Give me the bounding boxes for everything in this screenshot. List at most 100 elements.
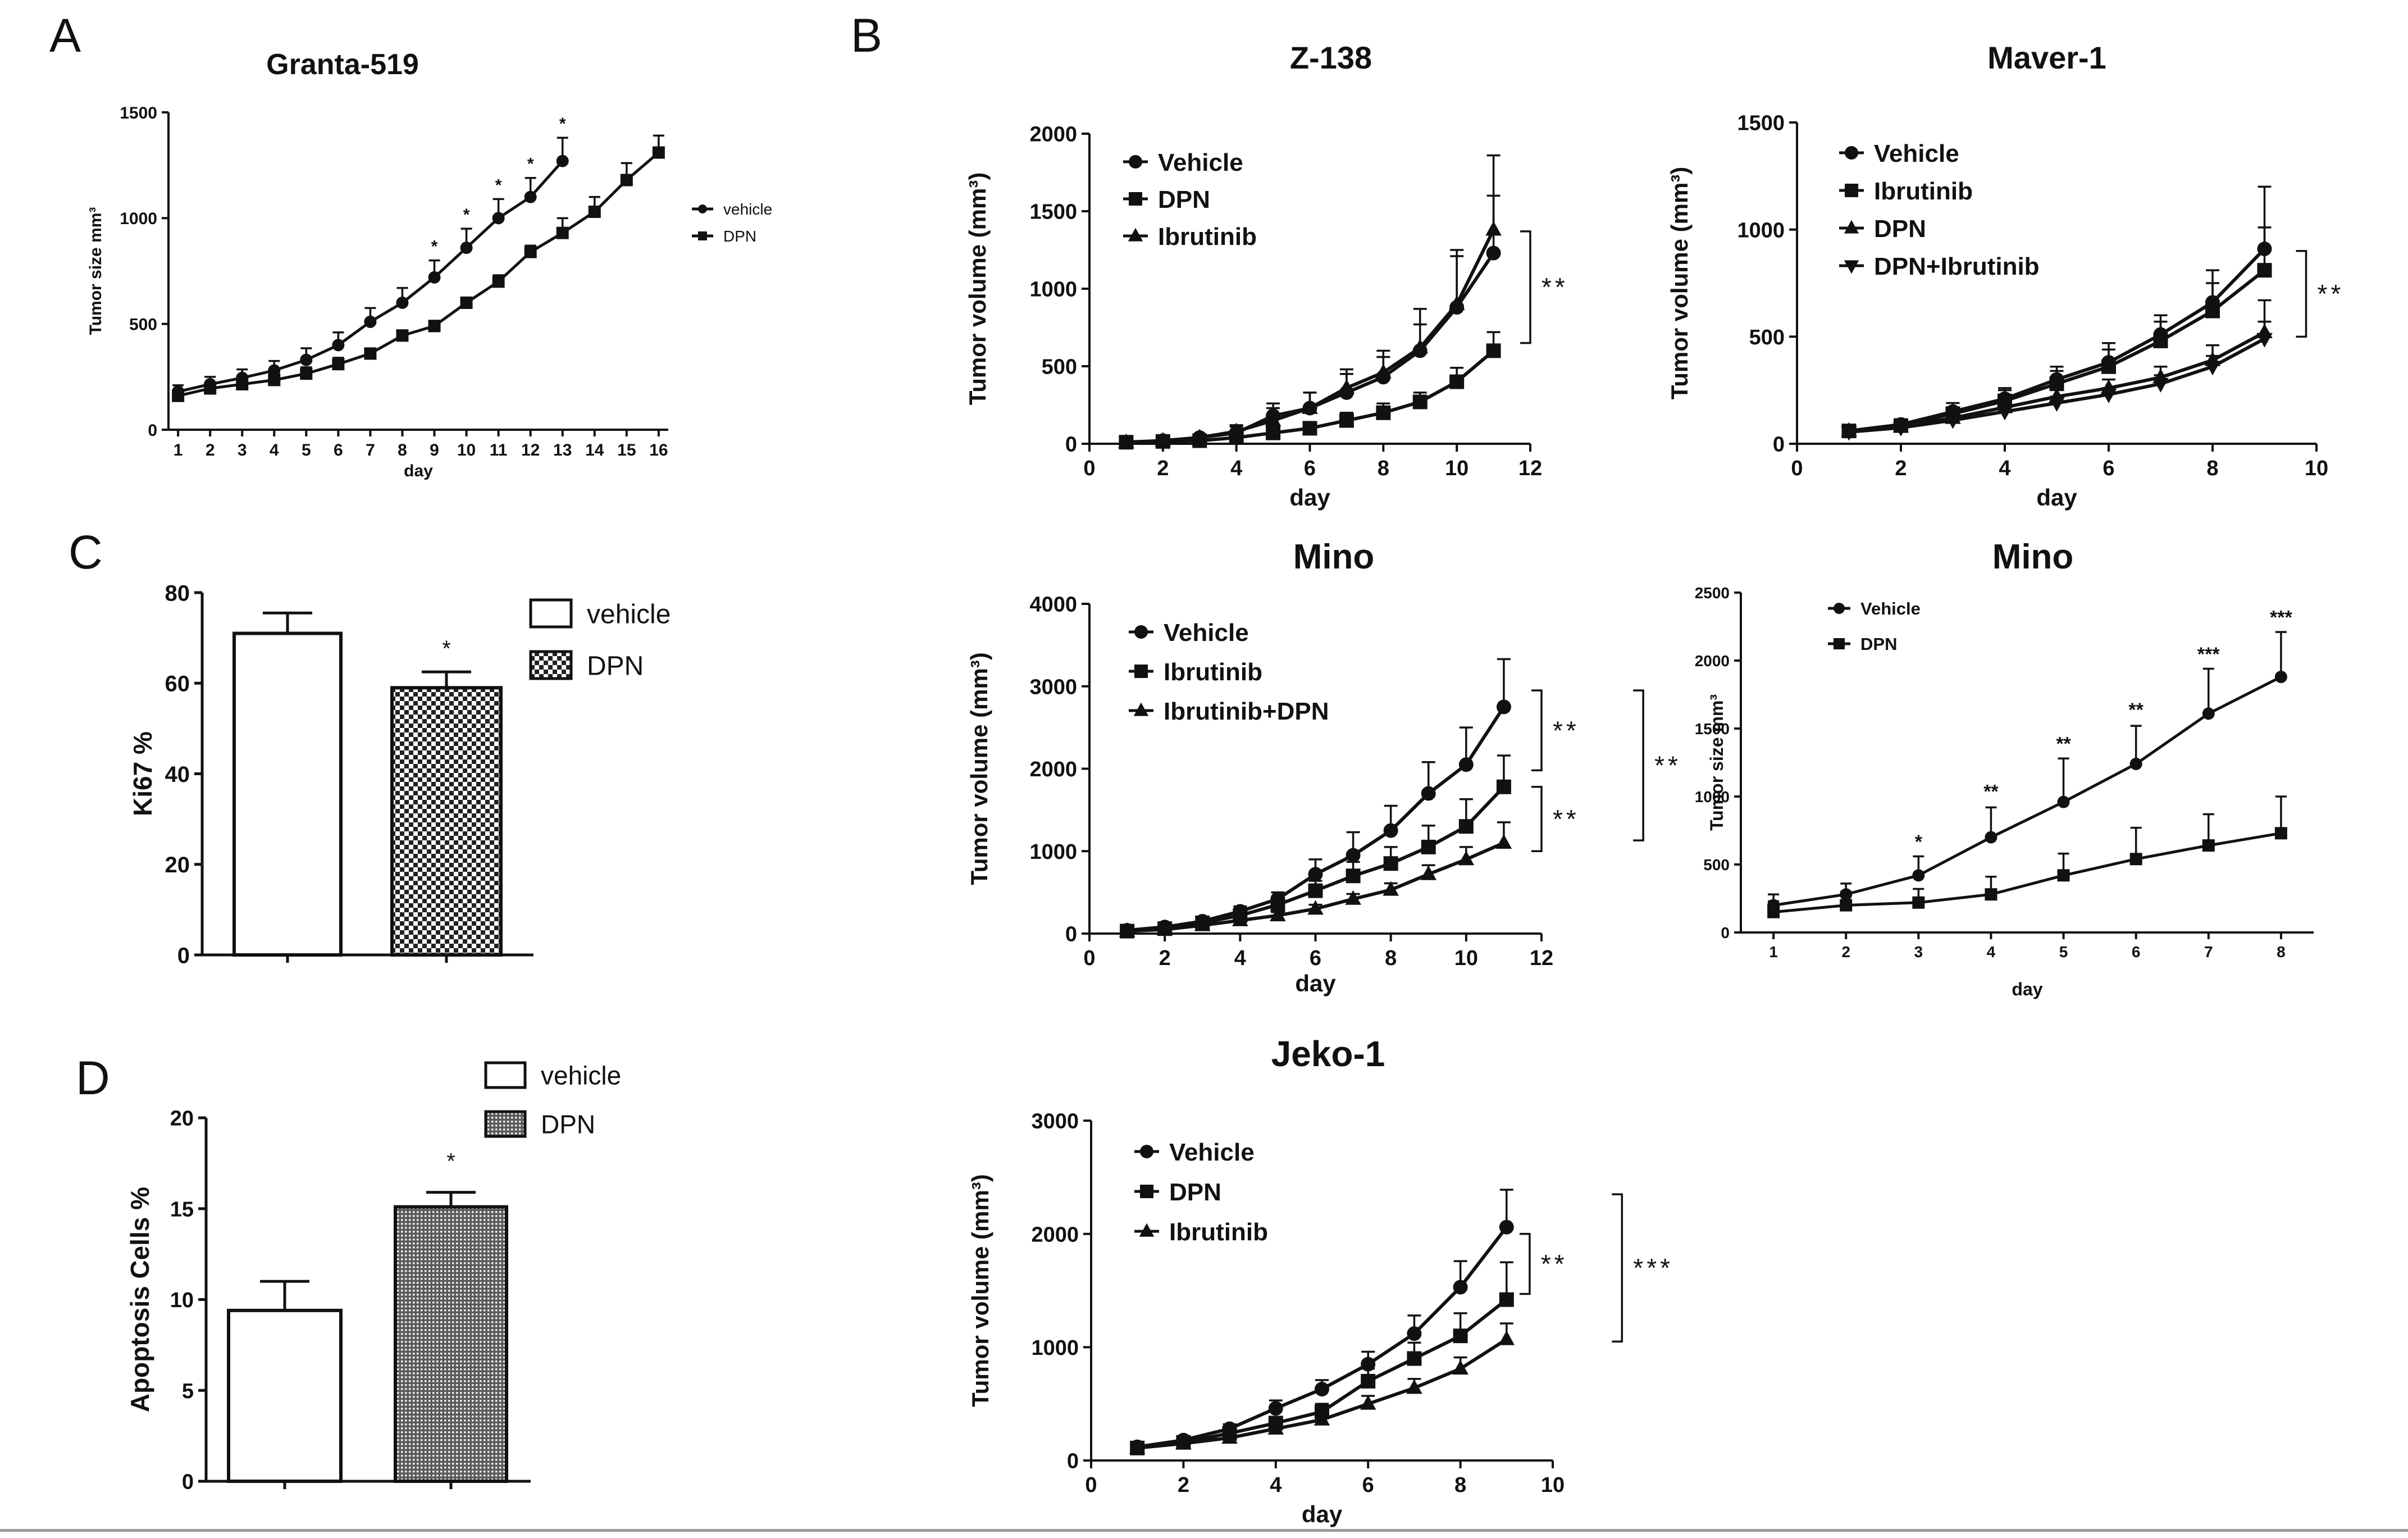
data-point [1453,1280,1468,1295]
legend-marker [1140,1185,1153,1198]
significance-bracket [1519,1232,1531,1295]
x-tick-label: 8 [2277,943,2286,961]
series-ibrutinib [1129,1322,1515,1454]
y-tick-label: 20 [170,1107,194,1131]
series-dpn [1767,795,2287,918]
significance-marker: *** [2197,644,2220,665]
legend-marker [1129,155,1142,169]
legend: vehicle DPN [692,201,772,245]
data-point [1412,394,1428,409]
data-point [2057,795,2070,808]
significance-bracket [1531,786,1543,852]
y-tick-label: 2000 [1031,1223,1079,1246]
data-point [1129,1439,1146,1454]
y-tick-label: 1000 [120,210,157,228]
significance-marker: * [559,115,566,133]
data-point [2152,377,2169,393]
data-point [652,146,665,159]
x-tick-label: 5 [2059,943,2068,961]
chart-title: Jeko-1 [1271,1034,1385,1074]
chart-title: Mino [1293,538,1375,576]
chart-mino-dpn: Mino 1 2 3 4 5 6 7 8 0 500 1000 1500 2000 2500 day Tumor… [1695,538,2314,999]
x-axis-label: day [1289,484,1330,511]
legend-label: Vehicle [1158,149,1243,176]
series-vehicle [1767,631,2287,912]
legend-label: DPN [1874,215,1926,243]
x-tick-label: 2 [206,441,215,459]
y-axis-label: Apoptosis Cells % [125,1187,154,1412]
x-tick-label: 6 [1362,1473,1374,1497]
legend: vehicle DPN [484,1061,621,1139]
legend-marker [1845,146,1858,160]
x-tick-label: 4 [1987,943,1996,961]
x-tick-label: 4 [1999,457,2010,480]
data-point [1339,413,1354,428]
data-point [1360,1395,1376,1410]
data-point [1499,1220,1514,1235]
significance-marker: ** [2128,699,2144,721]
y-tick-label: 1000 [1737,219,1785,242]
data-point [332,358,345,371]
x-tick-label: 0 [1791,457,1803,480]
significance-bracket [1633,689,1644,841]
series-line [1773,675,2282,907]
y-tick-label: 1000 [1029,278,1077,302]
y-tick-label: 3000 [1031,1110,1079,1134]
data-point [300,367,313,380]
data-point [2257,263,2272,278]
legend-marker [1845,184,1858,197]
x-tick-label: 3 [238,441,247,459]
y-axis-label: Ki67 % [128,731,157,816]
legend-label: DPN [1158,186,1210,213]
data-point [1268,1401,1283,1416]
y-tick-label: 0 [1067,1450,1079,1473]
significance-bracket [1520,230,1531,344]
y-axis-label: Tumor volume (mm³) [1666,167,1693,400]
data-point [1267,1419,1284,1435]
x-tick-label: 6 [2103,457,2114,480]
data-point [1308,883,1323,898]
data-point [428,271,441,284]
y-tick-label: 1500 [120,104,157,122]
data-point [460,242,473,254]
legend: Vehicle Ibrutinib Ibrutinib+DPN [1129,619,1329,725]
x-tick-label: 3 [1914,943,1923,961]
series-line [177,151,660,398]
data-point [1315,1381,1329,1396]
significance-marker: ** [1983,781,1999,802]
bracket-label: ** [1654,751,1681,780]
y-tick-label: 3000 [1029,675,1077,699]
data-point [1485,221,1502,236]
data-point [556,226,569,239]
legend-label: Ibrutinib [1169,1218,1268,1246]
data-point [1498,1330,1515,1345]
bar-vehicle [227,1308,343,1483]
data-point [1383,881,1399,896]
y-tick-label: 0 [177,943,190,968]
bar-dpn [390,686,503,957]
data-point [1421,839,1436,854]
data-point [1499,1292,1514,1307]
significance-marker: * [431,238,438,256]
x-tick-label: 8 [1454,1473,1466,1497]
data-point [1996,406,2013,421]
y-tick-label: 15 [170,1198,194,1221]
data-point [2049,397,2065,412]
legend-marker [1844,260,1859,274]
legend-label: DPN+Ibrutinib [1874,253,2040,280]
data-point [460,297,473,309]
x-tick-label: 6 [1304,457,1316,480]
data-point [2153,333,2168,348]
x-tick-label: 8 [398,441,407,459]
x-tick-label: 6 [2132,943,2141,961]
data-point [332,339,345,352]
chart-jeko-1: Jeko-1 0 2 4 6 8 10 0 1000 2000 3000 day Tumor volum… [967,1034,1670,1527]
chart-apoptosis: 0 5 10 15 20 Apoptosis Cells % * vehicle DPN [125,1061,621,1494]
legend-label: Ibrutinib [1158,223,1257,251]
panel-label-c: C [69,526,103,579]
x-tick-label: 8 [2206,457,2218,480]
x-tick-label: 10 [1541,1473,1565,1497]
x-tick-label: 1 [174,441,183,459]
data-point [2129,853,2142,866]
data-point [1307,900,1324,915]
